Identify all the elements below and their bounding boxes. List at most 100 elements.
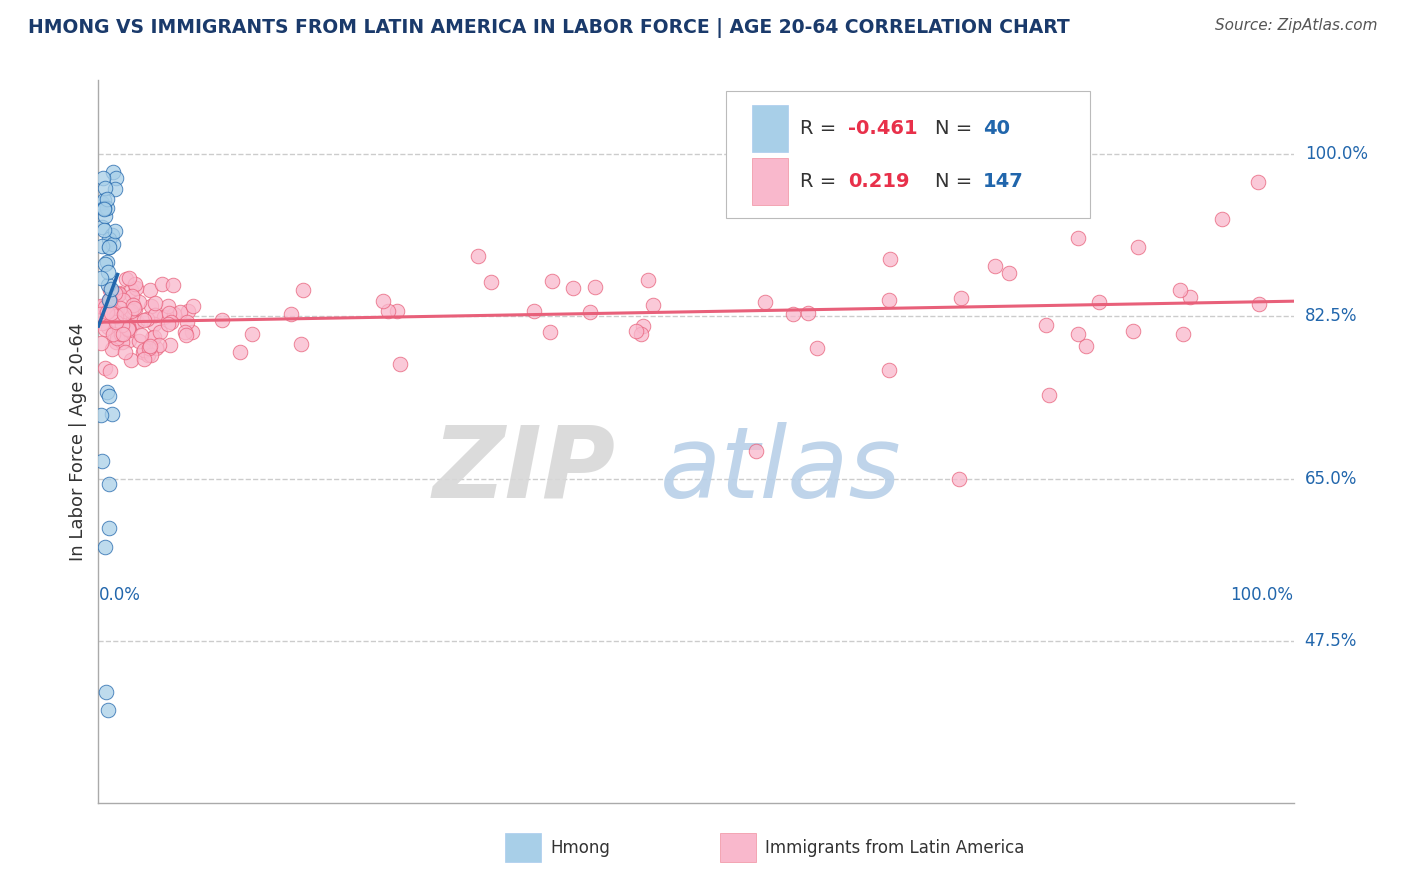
Point [637,272,659,286]
Point [538,325,561,339]
Point [120,283,142,297]
Point [211,313,233,327]
Point [101,301,124,316]
Point [181,299,204,313]
Point [389,357,412,371]
Point [122,301,145,316]
Point [143,295,166,310]
Point [583,280,606,294]
Point [93,171,115,186]
Point [112,293,135,307]
Point [949,292,972,306]
Point [114,345,136,359]
Point [1067,327,1090,342]
Text: Immigrants from Latin America: Immigrants from Latin America [765,838,1025,856]
Point [754,295,776,310]
Point [105,331,128,345]
Text: 0.0%: 0.0% [98,586,141,604]
FancyBboxPatch shape [752,158,787,205]
Point [163,307,186,321]
Point [156,299,179,313]
Point [103,307,125,321]
Point [136,348,159,362]
Point [118,322,141,336]
Point [90,270,112,285]
Point [153,310,176,324]
Point [104,309,127,323]
Point [93,201,115,215]
Point [105,288,128,302]
Point [1247,297,1270,311]
Point [128,334,150,349]
Text: ZIP: ZIP [433,422,616,519]
Point [100,283,122,297]
Point [90,239,112,253]
Text: Source: ZipAtlas.com: Source: ZipAtlas.com [1215,18,1378,33]
Point [1067,231,1090,245]
Point [101,342,124,356]
Point [108,301,131,315]
Point [98,521,121,535]
Point [100,293,122,308]
Point [467,249,489,263]
Point [797,305,820,319]
Point [96,192,118,206]
Point [280,307,302,321]
Text: Hmong: Hmong [550,838,610,856]
Point [98,389,121,403]
Point [120,352,142,367]
Point [93,322,115,336]
Point [101,164,124,178]
Point [387,304,409,318]
Point [93,223,115,237]
Point [97,240,120,254]
Point [1178,290,1201,304]
Point [98,240,121,254]
Point [148,338,170,352]
FancyBboxPatch shape [505,833,541,862]
Point [93,540,115,554]
Point [138,284,160,298]
Point [782,307,804,321]
Point [101,227,124,242]
Point [93,181,115,195]
Text: 0.219: 0.219 [848,172,910,191]
Point [117,321,139,335]
Point [91,316,114,330]
Point [104,334,127,349]
Point [96,201,118,215]
Point [120,319,142,334]
Point [104,224,127,238]
Point [745,443,768,458]
Text: N =: N = [935,172,979,191]
Point [118,271,141,285]
Point [100,282,122,296]
Point [90,454,112,468]
Point [150,277,173,292]
Point [121,298,143,312]
Point [145,341,167,355]
Point [1128,240,1150,254]
Point [1038,388,1060,402]
Point [94,300,117,314]
Point [142,317,165,331]
Point [181,325,204,339]
Point [579,305,602,319]
Point [229,345,252,359]
Text: N =: N = [935,120,979,138]
Text: R =: R = [800,172,842,191]
Point [141,331,163,345]
Point [134,351,156,366]
Point [149,325,172,339]
Point [540,274,562,288]
Point [291,283,314,297]
Point [136,312,159,326]
Point [97,265,120,279]
Text: 65.0%: 65.0% [1305,469,1357,488]
Point [97,232,120,246]
Point [90,336,112,351]
Point [240,327,263,342]
Point [108,286,131,301]
Point [104,286,127,301]
Point [139,299,162,313]
